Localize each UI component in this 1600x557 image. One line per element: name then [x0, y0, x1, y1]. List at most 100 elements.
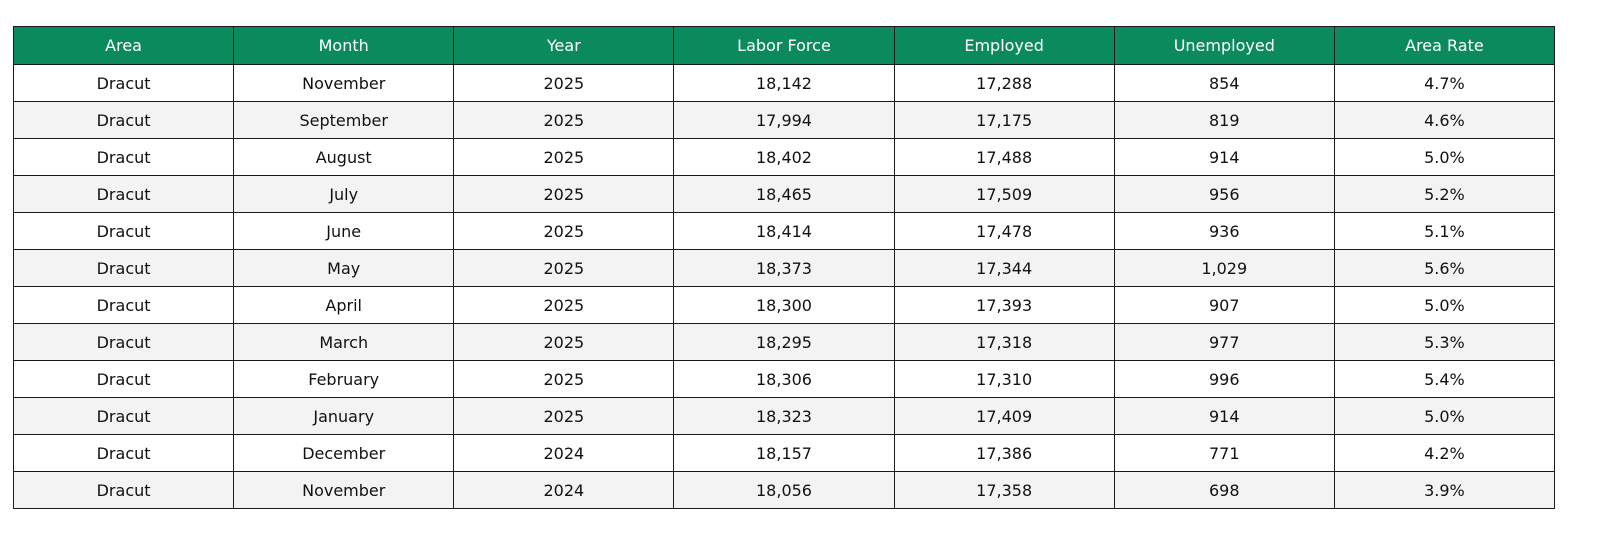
table-cell: 18,465: [673, 175, 895, 213]
header-cell: Area: [12, 26, 235, 65]
table-row: Dracut March 2025 18,295 17,318 977 5.3%: [12, 323, 1556, 361]
table-cell: 18,056: [673, 471, 895, 509]
table-cell: Dracut: [12, 360, 235, 398]
table-cell: 2025: [453, 64, 675, 102]
table-cell: 5.2%: [1333, 175, 1556, 213]
table-cell: 771: [1113, 434, 1335, 472]
table-cell: 4.2%: [1333, 434, 1556, 472]
table-cell: 17,344: [893, 249, 1115, 287]
table-cell: April: [233, 286, 455, 324]
table-cell: September: [233, 101, 455, 139]
table-cell: February: [233, 360, 455, 398]
table-cell: 17,358: [893, 471, 1115, 509]
table-cell: 18,373: [673, 249, 895, 287]
table-cell: 2025: [453, 175, 675, 213]
table-cell: March: [233, 323, 455, 361]
table-row: Dracut April 2025 18,300 17,393 907 5.0%: [12, 286, 1556, 324]
table-cell: 2025: [453, 397, 675, 435]
header-cell: Employed: [893, 26, 1115, 65]
table-cell: 1,029: [1113, 249, 1335, 287]
data-table: Area Month Year Labor Force Employed Unemploy…: [12, 26, 1556, 509]
table-cell: 907: [1113, 286, 1335, 324]
table-cell: Dracut: [12, 249, 235, 287]
table-cell: 2025: [453, 323, 675, 361]
table-cell: Dracut: [12, 434, 235, 472]
table-cell: 914: [1113, 138, 1335, 176]
table-cell: 977: [1113, 323, 1335, 361]
table-cell: 17,994: [673, 101, 895, 139]
table-cell: Dracut: [12, 323, 235, 361]
table-cell: 936: [1113, 212, 1335, 250]
table-cell: 18,306: [673, 360, 895, 398]
table-cell: 5.0%: [1333, 286, 1556, 324]
table-cell: 996: [1113, 360, 1335, 398]
table-row: Dracut November 2025 18,142 17,288 854 4.7%: [12, 64, 1556, 102]
table-cell: 18,142: [673, 64, 895, 102]
table-row: Dracut June 2025 18,414 17,478 936 5.1%: [12, 212, 1556, 250]
table-cell: 2025: [453, 101, 675, 139]
table-row: Dracut May 2025 18,373 17,344 1,029 5.6%: [12, 249, 1556, 287]
table-cell: 18,323: [673, 397, 895, 435]
table-row: Dracut January 2025 18,323 17,409 914 5.0%: [12, 397, 1556, 435]
table-cell: Dracut: [12, 212, 235, 250]
table-cell: December: [233, 434, 455, 472]
table-cell: 17,488: [893, 138, 1115, 176]
table-cell: 698: [1113, 471, 1335, 509]
table-row: Dracut September 2025 17,994 17,175 819 4.6%: [12, 101, 1556, 139]
table-cell: Dracut: [12, 64, 235, 102]
table-cell: 819: [1113, 101, 1335, 139]
table-cell: 5.3%: [1333, 323, 1556, 361]
table-cell: Dracut: [12, 286, 235, 324]
table-cell: Dracut: [12, 101, 235, 139]
table-cell: 5.0%: [1333, 138, 1556, 176]
table-cell: 4.7%: [1333, 64, 1556, 102]
table-cell: July: [233, 175, 455, 213]
table-cell: 2024: [453, 471, 675, 509]
table-cell: 17,478: [893, 212, 1115, 250]
table-cell: 914: [1113, 397, 1335, 435]
table-cell: November: [233, 471, 455, 509]
table-cell: 2025: [453, 138, 675, 176]
table-cell: 5.4%: [1333, 360, 1556, 398]
table-cell: Dracut: [12, 175, 235, 213]
table-cell: November: [233, 64, 455, 102]
header-row: Area Month Year Labor Force Employed Unemploy…: [12, 26, 1556, 65]
table-cell: 18,414: [673, 212, 895, 250]
table-row: Dracut November 2024 18,056 17,358 698 3.9%: [12, 471, 1556, 509]
table-cell: 18,300: [673, 286, 895, 324]
header-cell: Labor Force: [673, 26, 895, 65]
table-cell: 17,393: [893, 286, 1115, 324]
table-cell: Dracut: [12, 138, 235, 176]
table-cell: 17,175: [893, 101, 1115, 139]
header-cell: Year: [453, 26, 675, 65]
table-row: Dracut December 2024 18,157 17,386 771 4.2%: [12, 434, 1556, 472]
table-cell: 17,288: [893, 64, 1115, 102]
table-cell: 2025: [453, 249, 675, 287]
header-cell: Unemployed: [1113, 26, 1335, 65]
table-cell: 5.1%: [1333, 212, 1556, 250]
table-cell: 17,386: [893, 434, 1115, 472]
table-cell: 956: [1113, 175, 1335, 213]
table-cell: January: [233, 397, 455, 435]
table-cell: Dracut: [12, 471, 235, 509]
table-cell: 17,310: [893, 360, 1115, 398]
table-cell: 18,157: [673, 434, 895, 472]
table-cell: May: [233, 249, 455, 287]
table-cell: 17,318: [893, 323, 1115, 361]
table-cell: 5.0%: [1333, 397, 1556, 435]
table-cell: 854: [1113, 64, 1335, 102]
table-cell: 2025: [453, 360, 675, 398]
table-cell: Dracut: [12, 397, 235, 435]
table-cell: June: [233, 212, 455, 250]
table-cell: 17,509: [893, 175, 1115, 213]
table-cell: 2025: [453, 212, 675, 250]
table-row: Dracut February 2025 18,306 17,310 996 5.4%: [12, 360, 1556, 398]
table-cell: 17,409: [893, 397, 1115, 435]
table-container: Area Month Year Labor Force Employed Unemploy…: [12, 26, 1556, 509]
table-cell: 4.6%: [1333, 101, 1556, 139]
table-cell: 2025: [453, 286, 675, 324]
table-cell: 18,402: [673, 138, 895, 176]
header-cell: Area Rate: [1333, 26, 1556, 65]
header-cell: Month: [233, 26, 455, 65]
